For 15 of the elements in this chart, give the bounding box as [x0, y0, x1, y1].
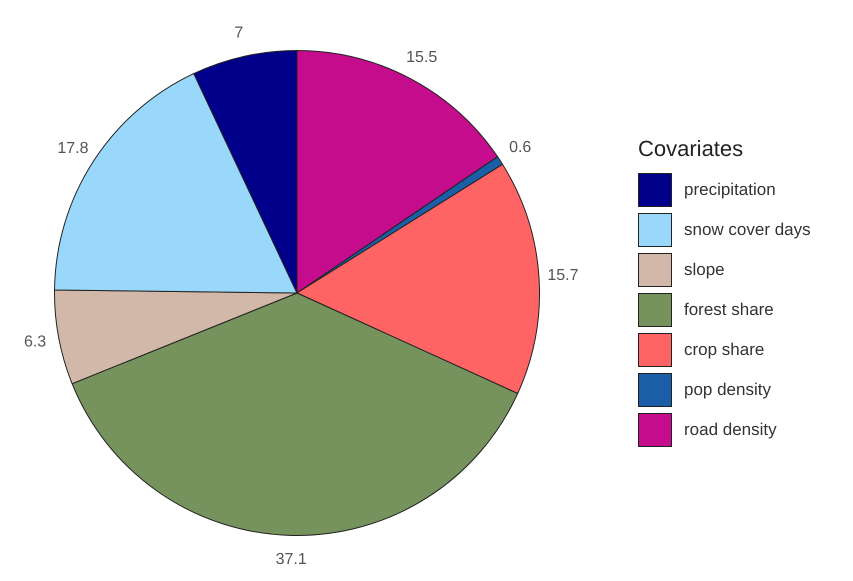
legend-label: road density: [684, 420, 777, 440]
data-label: 37.1: [276, 550, 307, 568]
legend-label: crop share: [684, 340, 764, 360]
legend-label: slope: [684, 260, 725, 280]
legend-label: snow cover days: [684, 220, 811, 240]
data-label: 15.5: [406, 48, 438, 66]
legend-label: precipitation: [684, 180, 776, 200]
legend-title: Covariates: [638, 136, 744, 162]
data-label: 6.3: [24, 334, 46, 351]
legend-label: pop density: [684, 380, 771, 400]
data-label: 0.6: [509, 138, 532, 156]
data-label: 7: [234, 24, 244, 42]
data-label: 15.7: [547, 266, 579, 284]
data-label: 17.8: [57, 140, 89, 158]
legend-label: forest share: [684, 300, 774, 320]
